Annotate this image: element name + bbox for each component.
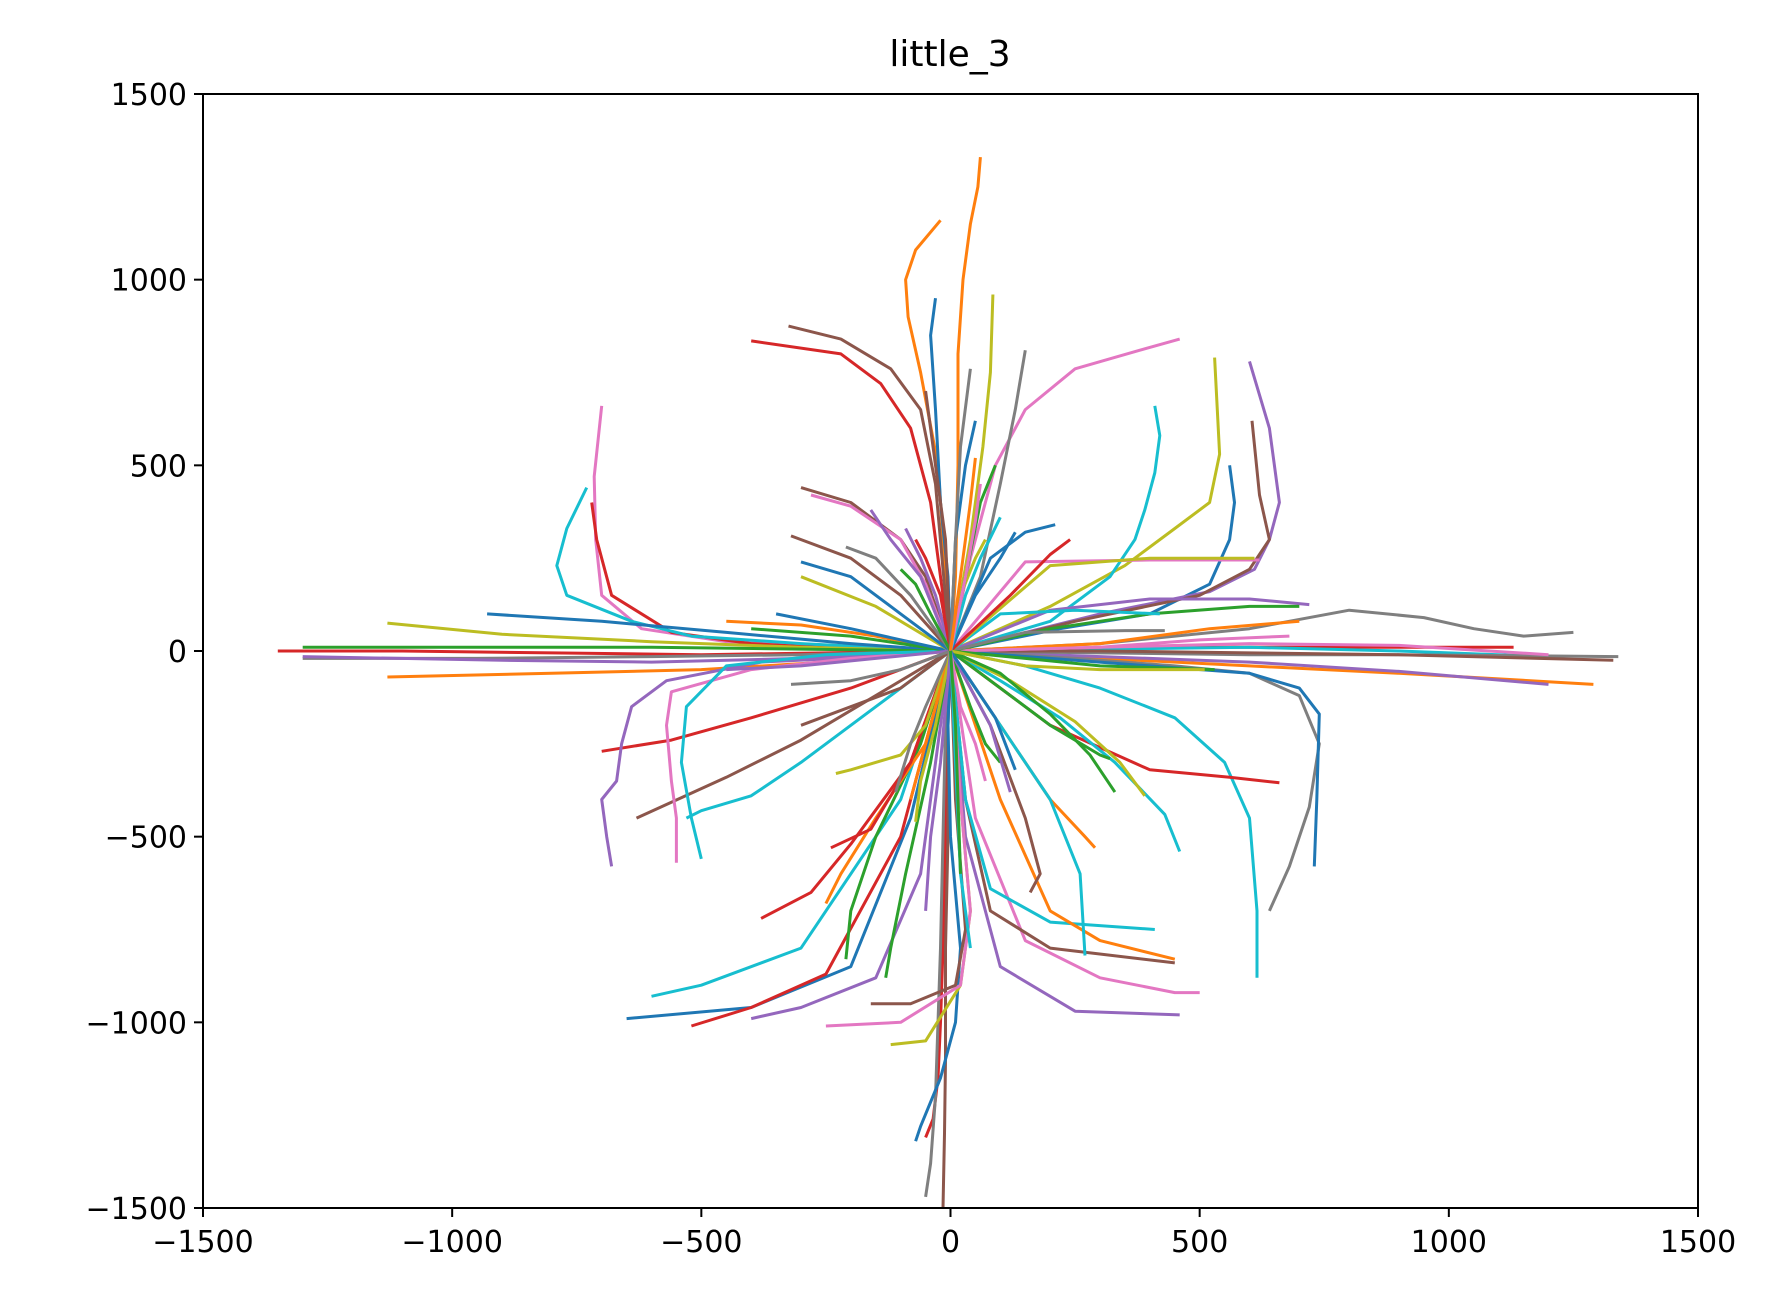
series-line-80 [950, 649, 1215, 672]
series-line-64 [884, 650, 952, 979]
x-tick-label: 1500 [1660, 1225, 1736, 1260]
series-line-100 [914, 538, 952, 652]
series-line-69 [949, 649, 1111, 761]
y-tick-label: −500 [105, 821, 187, 856]
series-line-83 [751, 627, 951, 653]
series-line-93 [726, 649, 951, 672]
series-line-81 [950, 649, 1205, 672]
series-line-103 [924, 390, 952, 652]
series-line-89 [800, 560, 952, 653]
series-line-94 [790, 649, 952, 686]
y-tick-label: −1500 [86, 1192, 187, 1227]
series-line-21 [302, 645, 951, 653]
series-line-49 [626, 650, 952, 1021]
y-tick-label: 1500 [111, 78, 187, 113]
series-line-41 [600, 649, 951, 867]
series-line-78 [949, 538, 1071, 653]
series-line-71 [950, 634, 1290, 653]
series-line-107 [949, 650, 1002, 764]
series-layer [277, 156, 1619, 1208]
series-line-31 [950, 649, 1321, 912]
series-line-95 [949, 531, 1017, 652]
series-line-75 [950, 629, 1165, 653]
series-line-11 [950, 360, 1281, 653]
series-line-98 [949, 516, 1002, 652]
series-line-1 [904, 219, 952, 652]
series-line-108 [949, 650, 1012, 793]
series-line-66 [949, 650, 1176, 961]
series-line-112 [894, 650, 952, 793]
series-line-12 [950, 420, 1271, 653]
series-line-35 [949, 649, 1182, 853]
series-line-70 [950, 619, 1300, 653]
series-line-60 [835, 650, 952, 775]
series-line-101 [899, 568, 952, 652]
series-line-74 [949, 608, 1160, 653]
series-line-53 [949, 650, 1180, 1017]
y-tick-label: 0 [168, 635, 187, 670]
x-tick-label: 0 [941, 1225, 960, 1260]
series-line-20 [487, 612, 951, 653]
y-axis: −1500 −1000 −500 0 500 1000 1500 [86, 78, 203, 1227]
series-line-7 [949, 294, 995, 652]
x-tick-label: −1000 [401, 1225, 502, 1260]
series-line-39 [635, 649, 952, 820]
series-line-91 [869, 509, 952, 652]
y-tick-label: 500 [130, 449, 187, 484]
x-axis: −1500 −1000 −500 0 500 1000 1500 [152, 1208, 1736, 1260]
series-line-51 [750, 650, 952, 1021]
series-line-37 [949, 649, 1117, 793]
series-line-113 [914, 650, 952, 822]
series-line-38 [601, 649, 952, 753]
series-line-2 [750, 339, 952, 652]
x-tick-label: 1000 [1411, 1225, 1487, 1260]
series-line-105 [949, 483, 982, 652]
series-line-72 [949, 597, 1310, 653]
series-line-43 [679, 649, 951, 860]
series-line-40 [685, 649, 952, 820]
series-line-22 [302, 649, 951, 664]
series-line-26 [950, 649, 1549, 686]
x-tick-label: −1500 [152, 1225, 253, 1260]
series-line-85 [800, 575, 952, 653]
series-line-42 [665, 649, 951, 863]
series-line-9 [950, 405, 1162, 653]
series-line-106 [949, 457, 977, 652]
series-line-8 [949, 357, 1222, 653]
series-line-62 [825, 650, 972, 1028]
series-line-33 [950, 649, 1259, 978]
y-tick-label: −1000 [86, 1006, 187, 1041]
x-tick-label: −500 [660, 1225, 742, 1260]
series-line-32 [950, 649, 1321, 867]
series-line-36 [949, 649, 1147, 797]
series-line-52 [949, 650, 1200, 995]
series-line-55 [949, 650, 1155, 931]
series-line-99 [904, 527, 952, 652]
series-line-15 [555, 486, 951, 653]
series-line-104 [949, 368, 972, 652]
series-line-90 [845, 545, 952, 652]
chart-title: little_3 [889, 34, 1010, 75]
series-line-29 [950, 649, 1614, 662]
series-line-86 [790, 534, 952, 652]
series-line-76 [949, 558, 1260, 652]
series-line-84 [775, 612, 951, 653]
series-line-109 [949, 650, 1017, 771]
series-line-114 [924, 650, 952, 912]
series-line-3 [788, 324, 952, 652]
y-tick-label: 1000 [111, 264, 187, 299]
series-line-77 [949, 556, 1255, 653]
series-line-45 [924, 650, 952, 1198]
series-line-92 [800, 649, 952, 727]
series-line-116 [949, 650, 962, 874]
series-line-110 [949, 650, 987, 782]
x-tick-label: 500 [1171, 1225, 1228, 1260]
series-line-111 [909, 650, 952, 800]
